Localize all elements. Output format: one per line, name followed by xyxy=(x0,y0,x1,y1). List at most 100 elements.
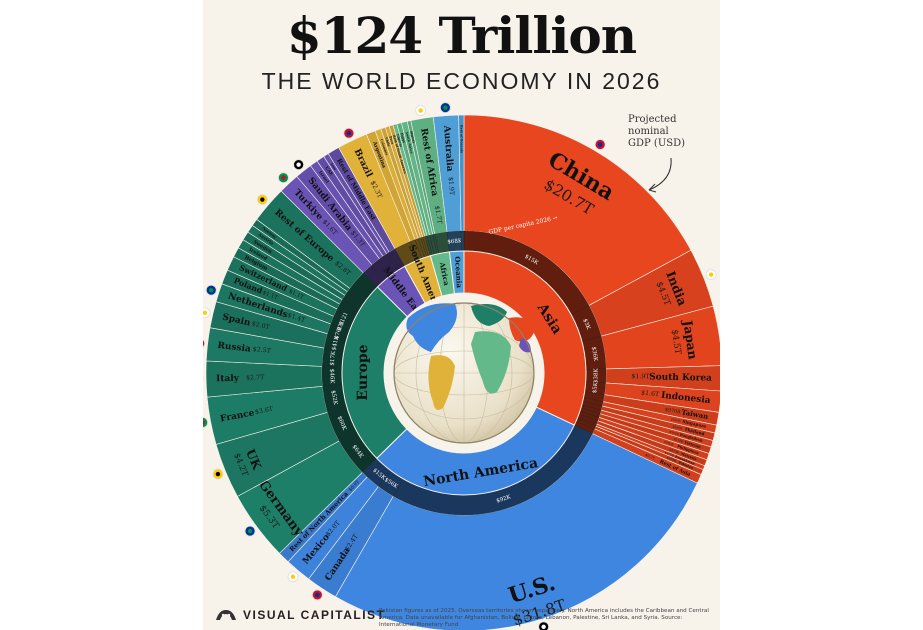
flag-icon-detail xyxy=(215,471,221,477)
per-capita-ring: $15K$3K$36K$38K$5K$92K$56K$15K$64K$60K$5… xyxy=(321,230,607,516)
country-name: UAE xyxy=(323,166,333,178)
per-capita-label: $60K xyxy=(336,415,347,432)
country-name: Peru xyxy=(388,136,395,146)
country-gdp-value: $4.5T xyxy=(669,329,683,355)
country-gdp-value: $1.1T xyxy=(262,290,279,302)
country-name: Malaysia xyxy=(680,452,698,462)
flag-icon-detail xyxy=(281,175,286,180)
flag-icon-detail xyxy=(443,105,448,110)
flag-icon-detail xyxy=(209,287,214,293)
per-capita-label: $3K xyxy=(581,318,591,331)
country-gdp-value: $3.6T xyxy=(254,406,274,416)
flag-icon-detail xyxy=(708,272,714,277)
brand-logo: VISUAL CAPITALIST xyxy=(215,608,385,622)
flag-icon-detail xyxy=(346,131,352,136)
flag-icon-detail xyxy=(296,162,301,167)
per-capita-label: $52K xyxy=(330,390,339,406)
country-label-colombia: Colombia xyxy=(379,139,388,156)
country-label-thailand: Thailand$580B xyxy=(672,424,705,436)
annotation-line: GDP (USD) xyxy=(628,138,686,149)
country-label-bangladesh: Bangladesh$500B xyxy=(669,430,703,443)
per-capita-label: $76K xyxy=(334,323,345,340)
country-name: Thailand xyxy=(684,426,705,436)
country-name: Bangladesh xyxy=(679,433,703,443)
flag-icon-detail xyxy=(597,142,603,147)
country-name: Iran xyxy=(330,162,338,171)
country-name: Egypt xyxy=(400,132,407,143)
per-capita-label: $92K xyxy=(496,494,513,504)
gdp-annotation: Projected nominal GDP (USD) xyxy=(628,114,708,150)
flag-markers xyxy=(203,102,717,630)
per-capita-label: $31K xyxy=(336,315,347,332)
country-label-algeria: Algeria xyxy=(409,129,416,143)
country-label-russia: Russia $2.5T xyxy=(217,341,272,355)
country-name: Singapore xyxy=(682,420,707,430)
country-name: Colombia xyxy=(379,139,388,156)
flag-icon-detail xyxy=(203,310,208,315)
country-label-italy: Italy $2.7T xyxy=(216,374,265,385)
per-capita-label: $68K xyxy=(447,238,463,245)
country-label-nigeria: Nigeria xyxy=(396,134,403,148)
country-label-uae: UAE xyxy=(323,166,333,178)
country-gdp-value: $2.0T xyxy=(251,320,271,331)
infographic-poster: China $20.7T India $4.5T Japan $4.5T South Kor… xyxy=(203,0,720,630)
country-gdp-value: $500B xyxy=(663,440,674,447)
region-label-oceania: Oceania xyxy=(453,256,464,289)
country-gdp-value: $1.9T xyxy=(631,373,650,380)
country-gdp-value: $310B xyxy=(664,450,675,458)
flag-icon-detail xyxy=(418,108,423,113)
country-gdp-value: $0.7T xyxy=(645,453,656,461)
annotation-arrow xyxy=(648,157,672,193)
country-name: Russia xyxy=(217,341,251,355)
country-label-pakistan: Pakistan$400B xyxy=(666,456,694,471)
country-label-australia: Australia $1.9T xyxy=(441,124,455,196)
country-name: Kazakhstan xyxy=(675,455,697,467)
country-name: Vietnam xyxy=(683,440,701,449)
flag-icon xyxy=(203,339,206,348)
country-name: Nigeria xyxy=(396,134,403,148)
country-label-south-korea: South Korea$1.9T xyxy=(631,372,712,383)
country-label-malaysia: Malaysia$470B xyxy=(669,447,698,461)
per-capita-label: $5K xyxy=(592,381,599,394)
page-title: $124 Trillion xyxy=(286,6,637,65)
per-capita-label: $17K xyxy=(330,350,338,366)
country-name: South Africa xyxy=(405,131,414,154)
flag-icon-detail xyxy=(315,592,320,598)
country-gdp-value: $1.7T xyxy=(433,205,443,225)
per-capita-label: $38K xyxy=(593,368,599,384)
country-gdp-value: $510B xyxy=(673,437,684,444)
country-name: Algeria xyxy=(409,129,416,143)
country-label-vietnam: Vietnam$510B xyxy=(673,437,701,449)
country-label-peru: Peru xyxy=(388,136,395,146)
country-name: South Korea xyxy=(649,372,712,383)
country-name: Australia xyxy=(441,124,454,172)
country-gdp-value: $2.5T xyxy=(252,346,272,355)
per-capita-label: $46K xyxy=(328,369,334,385)
country-label-singapore: Singapore$600B xyxy=(671,417,707,430)
country-name: Italy xyxy=(216,374,240,385)
flag-icon-detail xyxy=(290,574,296,579)
page-subtitle: THE WORLD ECONOMY IN 2026 xyxy=(261,68,662,94)
country-name: Philippines xyxy=(677,444,700,455)
brand-mark-icon xyxy=(216,610,236,620)
country-label-rest-of-oceania: Rest of Oceania xyxy=(459,125,463,153)
country-name: Pakistan xyxy=(678,460,694,470)
country-name: Japan xyxy=(680,318,701,360)
country-label-japan: Japan$4.5T xyxy=(669,318,701,360)
country-gdp-value: $1.9T xyxy=(447,177,455,196)
country-label-egypt: Egypt xyxy=(400,132,407,143)
globe-icon xyxy=(384,293,544,453)
region-label-europe: Europe xyxy=(355,344,371,400)
country-gdp-value: $970B xyxy=(664,407,681,416)
country-label-south-africa: South Africa xyxy=(405,131,414,154)
country-gdp-value: $500B xyxy=(669,430,680,437)
country-gdp-value: $580B xyxy=(672,424,683,431)
flag-icon-detail xyxy=(541,624,546,629)
country-name: Chile xyxy=(384,137,391,147)
flag-icon-detail xyxy=(247,528,253,534)
country-label-kazakhstan: Kazakhstan$310B xyxy=(664,450,696,466)
country-label-chile: Chile xyxy=(384,137,391,147)
